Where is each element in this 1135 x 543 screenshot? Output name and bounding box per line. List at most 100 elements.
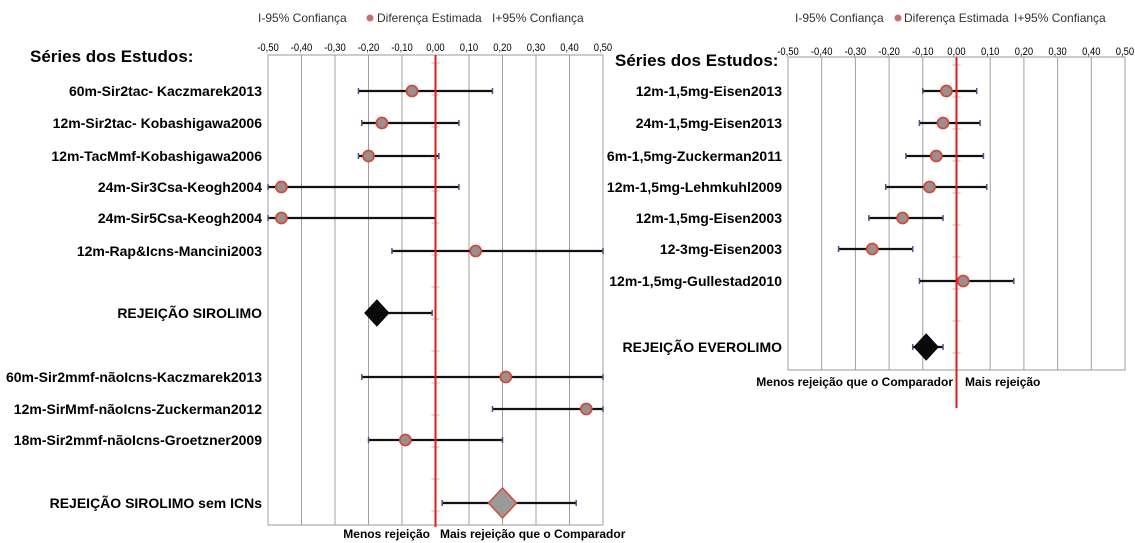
x-tick-labels: -0,50 -0,40 -0,30 -0,20 -0,10 0,00 0,10 0,20 0,3…: [257, 42, 612, 54]
x-tick-label: 0,00: [426, 42, 445, 54]
estimate-marker: [499, 370, 513, 384]
row-label: 12m-1,5mg-Eisen2013: [636, 83, 783, 99]
x-label-more-rejection: Mais rejeição: [965, 375, 1040, 389]
row-label: 24m-Sir3Csa-Keogh2004: [98, 179, 262, 195]
estimate-marker: [923, 180, 936, 194]
estimate-marker: [929, 149, 943, 163]
forest-plot-everolimo: I-95% Confiança Diferença Estimada I+95%…: [607, 11, 1134, 408]
x-tick-label: -0,30: [845, 46, 867, 58]
study-row: 12m-1,5mg-Lehmkuhl2009: [607, 179, 988, 195]
x-tick-labels: -0,50 -0,40 -0,30 -0,20 -0,10 0,00 0,10 0,20 0,3…: [777, 46, 1134, 58]
study-row: 18m-Sir2mmf-nãoIcns-Groetzner2009: [14, 432, 504, 448]
estimate-marker: [579, 402, 593, 416]
x-tick-label: -0,40: [811, 46, 833, 58]
x-tick-label: -0,50: [257, 42, 279, 54]
row-label: 24m-Sir5Csa-Keogh2004: [98, 210, 262, 226]
row-label: 12m-Rap&Icns-Mancini2003: [77, 243, 262, 259]
summary-row: REJEIÇÃO SIROLIMO sem ICNs: [50, 486, 577, 520]
x-tick-label: 0,40: [1082, 46, 1101, 58]
x-tick-label: -0,20: [358, 42, 380, 54]
study-row: 60m-Sir2mmf-nãoIcns-Kaczmarek2013: [6, 369, 604, 385]
estimate-marker: [398, 433, 412, 447]
study-row: 12-3mg-Eisen2003: [660, 241, 914, 257]
study-rows: 60m-Sir2tac- Kaczmarek2013 12m-Sir2tac- K…: [6, 55, 604, 527]
estimate-marker: [956, 274, 970, 288]
x-tick-label: 0,00: [947, 46, 966, 58]
x-tick-label: -0,40: [291, 42, 313, 54]
study-row: 12m-1,5mg-Eisen2003: [636, 210, 944, 226]
summary-diamond: [487, 486, 518, 520]
study-row: 12m-1,5mg-Eisen2013: [636, 83, 978, 99]
study-row: 24m-1,5mg-Eisen2013: [636, 115, 981, 131]
study-rows: 12m-1,5mg-Eisen2013 24m-1,5mg-Eisen2013 6m…: [607, 57, 1015, 408]
row-label: 60m-Sir2tac- Kaczmarek2013: [69, 83, 262, 99]
estimate-marker: [375, 116, 389, 130]
estimate-marker: [274, 211, 288, 225]
summary-diamond: [913, 333, 939, 361]
row-label: REJEIÇÃO SIROLIMO sem ICNs: [50, 494, 263, 511]
x-tick-label: -0,50: [777, 46, 799, 58]
estimate-marker: [405, 84, 419, 98]
estimate-marker: [896, 211, 909, 225]
x-tick-label: 0,50: [1116, 46, 1135, 58]
legend-upper-ci: I+95% Confiança: [492, 11, 584, 25]
study-row: 12m-TacMmf-Kobashigawa2006: [51, 148, 440, 164]
estimate-marker: [936, 116, 950, 130]
x-tick-label: -0,10: [391, 42, 413, 54]
study-row: 6m-1,5mg-Zuckerman2011: [607, 148, 985, 164]
legend-upper-ci: I+95% Confiança: [1014, 11, 1106, 25]
study-row: 24m-Sir5Csa-Keogh2004: [98, 210, 437, 226]
estimate-marker: [939, 84, 953, 98]
study-row: 12m-SirMmf-nãoIcns-Zuckerman2012: [14, 401, 604, 417]
series-heading: Séries dos Estudos:: [30, 47, 193, 66]
legend-lower-ci: I-95% Confiança: [795, 11, 884, 25]
study-row: 24m-Sir3Csa-Keogh2004: [98, 179, 460, 195]
legend-estimate: Diferença Estimada: [377, 11, 482, 25]
estimate-marker: [274, 180, 288, 194]
x-label-more-rejection: Mais rejeição que o Comparador: [440, 527, 626, 541]
row-label: 6m-1,5mg-Zuckerman2011: [607, 148, 782, 164]
row-label: 12-3mg-Eisen2003: [660, 241, 782, 257]
x-tick-label: 0,40: [560, 42, 579, 54]
row-label: 12m-TacMmf-Kobashigawa2006: [51, 148, 262, 164]
row-label: 12m-Sir2tac- Kobashigawa2006: [53, 115, 263, 131]
forest-plot-sirolimo: I-95% Confiança Diferença Estimada I+95%…: [6, 11, 626, 541]
legend-estimate: Diferença Estimada: [904, 11, 1009, 25]
x-tick-label: -0,30: [324, 42, 346, 54]
study-row: 60m-Sir2tac- Kaczmarek2013: [69, 83, 494, 99]
x-tick-label: 0,30: [527, 42, 546, 54]
row-label: REJEIÇÃO SIROLIMO: [117, 304, 262, 321]
legend: I-95% Confiança Diferença Estimada I+95%…: [258, 11, 584, 25]
x-label-less-rejection: Menos rejeição: [343, 527, 430, 541]
estimate-marker: [469, 244, 483, 258]
legend: I-95% Confiança Diferença Estimada I+95%…: [795, 11, 1106, 25]
estimate-marker: [362, 149, 375, 163]
row-label: 18m-Sir2mmf-nãoIcns-Groetzner2009: [14, 432, 262, 448]
row-label: 24m-1,5mg-Eisen2013: [636, 115, 783, 131]
study-row: 12m-Rap&Icns-Mancini2003: [77, 243, 604, 259]
series-heading: Séries dos Estudos:: [615, 51, 778, 70]
row-label: 12m-1,5mg-Gullestad2010: [609, 273, 782, 289]
row-label: 12m-1,5mg-Eisen2003: [636, 210, 783, 226]
summary-row: REJEIÇÃO EVEROLIMO: [623, 333, 944, 361]
legend-lower-ci: I-95% Confiança: [258, 11, 347, 25]
row-label: 12m-SirMmf-nãoIcns-Zuckerman2012: [14, 401, 262, 417]
x-tick-label: -0,20: [878, 46, 900, 58]
x-tick-label: 0,10: [460, 42, 479, 54]
row-label: 60m-Sir2mmf-nãoIcns-Kaczmarek2013: [6, 369, 262, 385]
row-label: REJEIÇÃO EVEROLIMO: [623, 338, 783, 355]
summary-diamond: [364, 299, 390, 327]
x-label-less-rejection: Menos rejeição que o Comparador: [756, 375, 953, 389]
study-row: 12m-1,5mg-Gullestad2010: [609, 273, 1015, 289]
x-tick-label: 0,20: [493, 42, 512, 54]
x-tick-label: 0,20: [1015, 46, 1034, 58]
x-tick-label: 0,50: [594, 42, 613, 54]
x-tick-label: 0,10: [981, 46, 1000, 58]
estimate-marker: [865, 242, 879, 256]
summary-row: REJEIÇÃO SIROLIMO: [117, 299, 433, 327]
row-label: 12m-1,5mg-Lehmkuhl2009: [607, 179, 782, 195]
x-tick-label: 0,30: [1048, 46, 1067, 58]
legend-estimate-marker: [894, 14, 902, 22]
x-tick-label: -0,10: [912, 46, 934, 58]
